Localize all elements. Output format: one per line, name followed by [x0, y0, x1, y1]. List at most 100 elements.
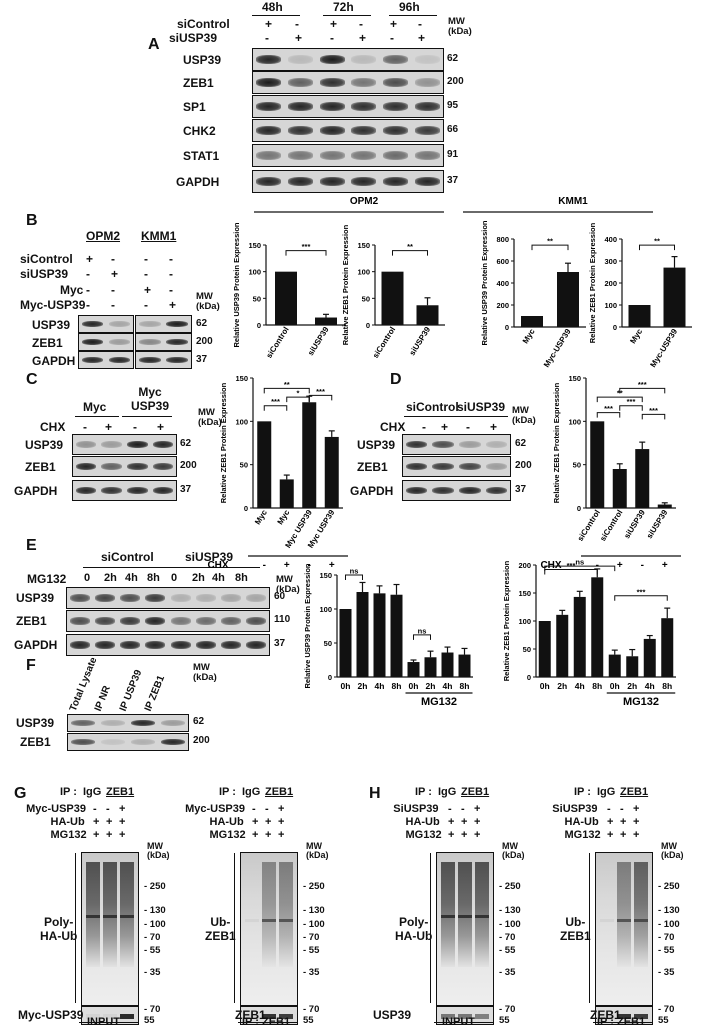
mw-value: 62 — [447, 53, 459, 64]
protein-band — [351, 78, 377, 87]
sign: + — [461, 829, 468, 841]
sign: - — [86, 267, 90, 281]
sign: - — [461, 803, 465, 815]
row-label: siControl — [20, 252, 73, 266]
timepoint-underline — [323, 15, 371, 16]
y-tick-label: 100 — [248, 268, 261, 277]
sign: + — [119, 803, 126, 815]
mw-marker: - 55 — [658, 945, 675, 956]
significance-label: *** — [637, 587, 646, 596]
mw-marker: - 55 — [303, 945, 320, 956]
bar — [416, 305, 439, 325]
sign: + — [474, 803, 481, 815]
row-label: MG132 — [209, 829, 246, 841]
protein-band — [351, 177, 377, 186]
sign: - — [359, 17, 363, 31]
protein-band — [600, 919, 614, 922]
sign: + — [265, 816, 272, 828]
row-label: HA-Ub — [209, 816, 244, 828]
category-label: Myc — [276, 508, 292, 526]
mw-marker: - 70 — [658, 932, 675, 943]
significance-bracket — [544, 568, 598, 575]
protein-band — [256, 177, 282, 186]
category-label: 2h — [426, 681, 436, 691]
blot-strip — [66, 610, 270, 632]
row-label: MG132 — [564, 829, 601, 841]
time-label: 0 — [84, 572, 91, 584]
significance-label: *** — [302, 242, 311, 251]
mw-value: 200 — [515, 460, 532, 471]
protein-band — [459, 440, 481, 449]
y-tick-label: 400 — [604, 235, 617, 244]
caption-underline — [593, 1022, 653, 1023]
category-label: 4h — [645, 681, 655, 691]
ub-blot — [436, 852, 494, 1006]
bar — [661, 618, 674, 677]
y-axis-label: Relative ZEB1 Protein Expression — [502, 560, 511, 681]
mw-value: 37 — [515, 484, 527, 495]
protein-band — [152, 462, 174, 471]
lane-label: IP ZEB1 — [142, 674, 168, 713]
category-label: 2h — [358, 681, 368, 691]
sign: + — [93, 829, 100, 841]
protein-band — [101, 738, 125, 746]
condition-label: CHX — [380, 420, 406, 434]
protein-band — [120, 594, 141, 602]
group-underline — [404, 416, 459, 417]
blot-strip — [252, 71, 444, 94]
significance-label: ns — [418, 626, 427, 635]
sign: - — [265, 31, 269, 45]
protein-band — [256, 55, 282, 64]
protein-band — [71, 719, 95, 727]
blot-label: GAPDH — [14, 638, 58, 652]
mw-marker: - 250 — [658, 881, 680, 892]
time-label: 2h — [104, 572, 117, 584]
protein-band — [120, 915, 134, 918]
ip-label: IP : — [60, 786, 77, 798]
mw-marker: 55 — [303, 1015, 314, 1026]
protein-band — [458, 1014, 472, 1019]
protein-band — [170, 617, 191, 625]
protein-band — [166, 338, 189, 346]
blot-label: ZEB1 — [25, 460, 56, 474]
mw-header: MW (kDa) — [448, 16, 472, 37]
blot-strip — [252, 144, 444, 167]
protein-band — [69, 617, 90, 625]
y-tick-label: 600 — [496, 257, 509, 266]
mw-marker: - 35 — [658, 967, 675, 978]
lower-blot-label: ZEB1 — [235, 1008, 266, 1022]
timepoint-underline — [389, 15, 437, 16]
group-label: siControl — [101, 550, 154, 564]
significance-label: ** — [547, 237, 553, 246]
category-label: Myc — [628, 327, 644, 345]
blot-label: USP39 — [25, 438, 64, 452]
protein-band — [617, 919, 631, 922]
sign: - — [418, 17, 422, 31]
significance-bracket — [596, 412, 621, 418]
category-label: Myc USP39 — [306, 508, 337, 550]
lower-blot — [81, 1006, 139, 1025]
category-label: siUSP39 — [408, 325, 433, 357]
condition-label: CHX — [540, 560, 561, 571]
protein-band — [414, 126, 440, 135]
protein-band — [195, 594, 216, 602]
y-tick-label: 150 — [235, 374, 248, 383]
y-tick-label: 0 — [244, 504, 248, 513]
protein-band — [634, 919, 648, 922]
protein-band — [108, 338, 131, 346]
lane-label: IP USP39 — [117, 668, 145, 713]
bar — [339, 609, 352, 677]
significance-bracket — [544, 565, 616, 572]
mw-marker: 55 — [144, 1015, 155, 1026]
panel-letter-d: D — [390, 371, 402, 388]
mw-value: 66 — [447, 124, 459, 135]
protein-band — [166, 320, 189, 328]
mw-marker: - 100 — [303, 919, 325, 930]
blot-label: SP1 — [183, 100, 206, 114]
protein-band — [138, 356, 161, 364]
y-tick-label: 100 — [319, 605, 332, 614]
y-tick-label: 100 — [235, 417, 248, 426]
protein-band — [138, 320, 161, 328]
protein-band — [634, 1014, 648, 1019]
blot-label: USP39 — [16, 591, 55, 605]
